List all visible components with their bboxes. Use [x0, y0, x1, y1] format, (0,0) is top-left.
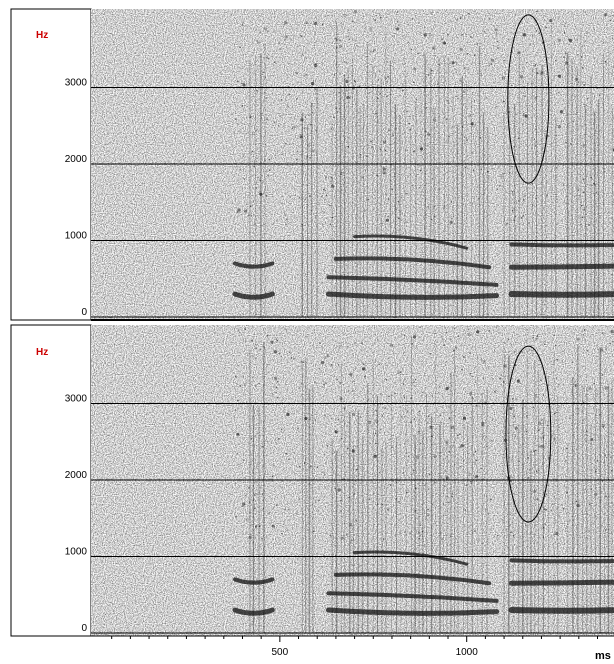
- x-tick-label: 1000: [456, 647, 479, 658]
- y-tick-label: 3000: [65, 78, 88, 89]
- y-unit-label-top: Hz: [36, 30, 48, 41]
- y-unit-label-bottom: Hz: [36, 347, 48, 358]
- y-tick-label: 0: [81, 623, 87, 634]
- y-axis-bottom: 0 1000 2000 3000: [65, 394, 614, 634]
- y-tick-label: 2000: [65, 154, 88, 165]
- spectrogram-panel-top: Hz 0 1000 2000 3000: [10, 8, 614, 321]
- y-axis-top: 0 1000 2000 3000: [65, 78, 614, 318]
- y-tick-label: 2000: [65, 470, 88, 481]
- y-tick-label: 1000: [65, 547, 88, 558]
- ellipse-annotations-bottom: [505, 345, 552, 523]
- annotation-ellipse: [505, 345, 552, 523]
- annotation-ellipse: [507, 14, 550, 184]
- x-tick-label: 500: [272, 647, 289, 658]
- spectrogram-image-bottom: [91, 325, 614, 636]
- ellipse-annotations-top: [507, 14, 550, 184]
- axis-label-box-top: [10, 8, 92, 321]
- y-tick-label: 0: [81, 307, 87, 318]
- x-unit-label: ms: [595, 650, 611, 662]
- y-tick-label: 1000: [65, 231, 88, 242]
- x-axis: 5001000150020002500: [91, 635, 614, 658]
- spectrogram-panel-bottom: Hz 0 1000 2000 3000: [10, 324, 614, 637]
- spectrogram-image-top: [91, 9, 614, 320]
- axis-label-box-bottom: [10, 324, 92, 637]
- y-tick-label: 3000: [65, 394, 88, 405]
